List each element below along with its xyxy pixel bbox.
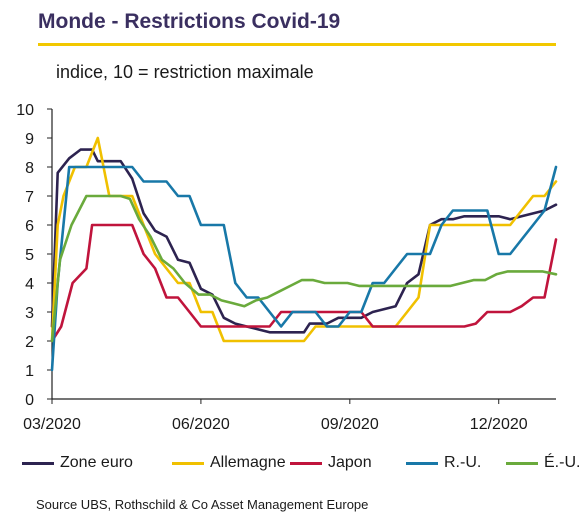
legend: Zone euro Allemagne Japon R.-U. É.-U. (22, 453, 582, 475)
axes: 0 1 2 3 4 5 6 7 8 9 10 03/2020 06/2020 09/2020 12/2020 (16, 102, 556, 433)
series-layer (50, 136, 558, 372)
legend-swatch (406, 461, 438, 465)
legend-swatch (506, 461, 538, 465)
legend-label: R.-U. (444, 454, 482, 471)
legend-label: Japon (328, 454, 372, 471)
series-line-zone-euro (50, 148, 558, 334)
y-tick-label: 6 (25, 218, 34, 235)
chart-title: Monde - Restrictions Covid-19 (38, 10, 341, 33)
legend-swatch (290, 461, 322, 465)
y-tick-label: 0 (25, 392, 34, 409)
series-line-e-u (50, 194, 558, 343)
series-line-allemagne (50, 136, 558, 343)
title-rule (38, 43, 556, 46)
x-tick-label: 12/2020 (470, 416, 528, 433)
x-tick-label: 06/2020 (172, 416, 230, 433)
y-tick-label: 10 (16, 102, 34, 119)
x-tick-label: 09/2020 (321, 416, 379, 433)
y-tick-label: 3 (25, 305, 34, 322)
legend-label: É.-U. (544, 454, 581, 471)
legend-item-japon: Japon (290, 453, 372, 473)
legend-label: Allemagne (210, 454, 286, 471)
legend-swatch (22, 461, 54, 465)
legend-label: Zone euro (60, 454, 133, 471)
legend-item-allemagne: Allemagne (172, 453, 286, 473)
x-tick-label: 03/2020 (23, 416, 81, 433)
y-tick-label: 4 (25, 276, 34, 293)
legend-swatch (172, 461, 204, 465)
y-tick-label: 8 (25, 160, 34, 177)
legend-item-e-u: É.-U. (506, 453, 580, 473)
series-line-r-u (50, 165, 558, 372)
source-note: Source UBS, Rothschild & Co Asset Manage… (36, 497, 369, 512)
legend-item-zone-euro: Zone euro (22, 453, 133, 473)
y-tick-label: 5 (25, 247, 34, 264)
y-tick-label: 7 (25, 189, 34, 206)
line-chart: 0 1 2 3 4 5 6 7 8 9 10 03/2020 06/2020 09/2020 12/2020 (16, 102, 558, 433)
series-line-japon (50, 223, 558, 343)
y-tick-label: 1 (25, 363, 34, 380)
chart-subtitle: indice, 10 = restriction maximale (56, 62, 314, 82)
legend-item-r-u: R.-U. (406, 453, 481, 473)
y-tick-label: 9 (25, 131, 34, 148)
y-tick-label: 2 (25, 334, 34, 351)
